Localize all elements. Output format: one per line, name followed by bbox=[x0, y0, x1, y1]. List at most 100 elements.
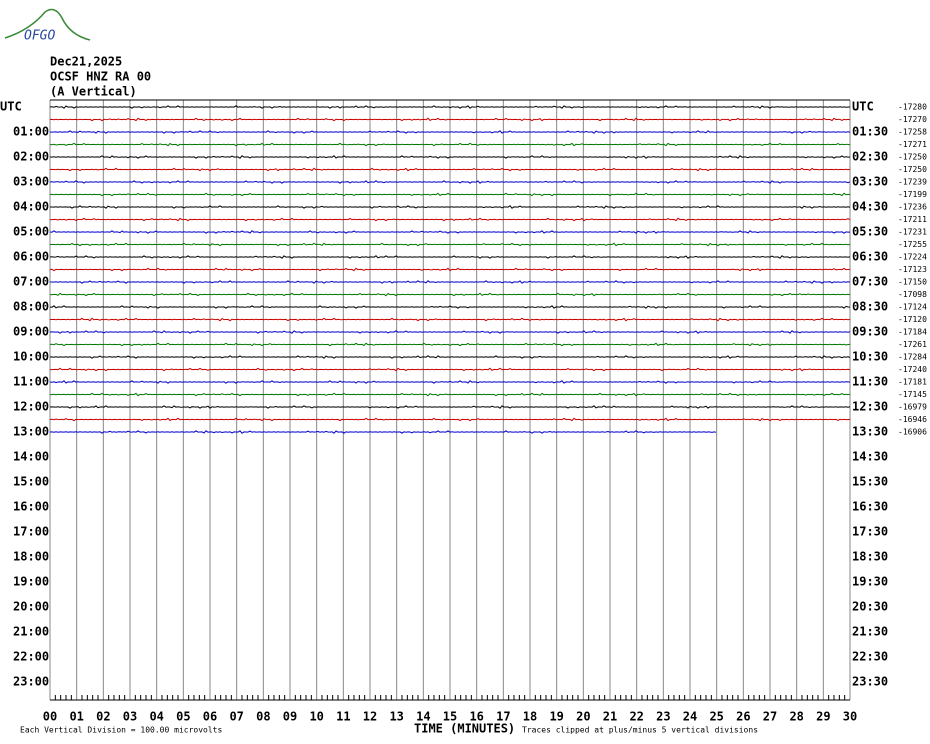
scale-note: Each Vertical Division = 100.00 microvol… bbox=[20, 726, 222, 735]
left-hour-label: UTC bbox=[0, 100, 22, 114]
left-hour-label: 08:00 bbox=[13, 300, 49, 314]
right-hour-label: 10:30 bbox=[852, 350, 888, 364]
right-hour-label: 13:30 bbox=[852, 425, 888, 439]
x-tick-label: 25 bbox=[709, 710, 723, 724]
left-hour-label: 09:00 bbox=[13, 325, 49, 339]
clip-note: Traces clipped at plus/minus 5 vertical … bbox=[522, 726, 758, 735]
x-tick-label: 23 bbox=[656, 710, 670, 724]
left-hour-label: 10:00 bbox=[13, 350, 49, 364]
right-hour-label: 19:30 bbox=[852, 575, 888, 589]
x-tick-label: 16 bbox=[469, 710, 483, 724]
trace bbox=[49, 267, 851, 272]
trace bbox=[49, 142, 851, 147]
left-hour-label: 03:00 bbox=[13, 175, 49, 189]
trace bbox=[49, 117, 851, 122]
right-hour-label: 05:30 bbox=[852, 225, 888, 239]
right-hour-label: 18:30 bbox=[852, 550, 888, 564]
x-tick-label: 00 bbox=[43, 710, 57, 724]
trace bbox=[49, 430, 717, 434]
x-tick-label: 15 bbox=[443, 710, 457, 724]
x-tick-label: 07 bbox=[229, 710, 243, 724]
left-hour-label: 04:00 bbox=[13, 200, 49, 214]
x-tick-label: 19 bbox=[549, 710, 563, 724]
right-hour-label: 12:30 bbox=[852, 400, 888, 414]
left-hour-label: 07:00 bbox=[13, 275, 49, 289]
x-tick-label: 05 bbox=[176, 710, 190, 724]
right-hour-label: 01:30 bbox=[852, 125, 888, 139]
trace bbox=[49, 155, 851, 159]
x-tick-label: 18 bbox=[523, 710, 537, 724]
trace-offset: -17250 bbox=[898, 165, 927, 174]
x-tick-label: 27 bbox=[763, 710, 777, 724]
right-hour-label: 14:30 bbox=[852, 450, 888, 464]
date: Dec21,2025 bbox=[50, 55, 122, 69]
logo: OFGO bbox=[24, 29, 55, 44]
right-hour-label: 21:30 bbox=[852, 625, 888, 639]
trace-offset: -17098 bbox=[898, 290, 927, 299]
x-tick-label: 22 bbox=[629, 710, 643, 724]
left-hour-label: 06:00 bbox=[13, 250, 49, 264]
trace-offset: -17123 bbox=[898, 265, 927, 274]
right-hour-label: 02:30 bbox=[852, 150, 888, 164]
trace-offset: -16979 bbox=[898, 403, 927, 412]
component: (A Vertical) bbox=[50, 85, 137, 99]
trace-offset: -16946 bbox=[898, 415, 927, 424]
trace-offset: -17231 bbox=[898, 228, 927, 237]
left-hour-label: 16:00 bbox=[13, 500, 49, 514]
trace-offset: -17250 bbox=[898, 153, 927, 162]
x-tick-label: 02 bbox=[96, 710, 110, 724]
x-tick-label: 09 bbox=[283, 710, 297, 724]
right-hour-label: 09:30 bbox=[852, 325, 888, 339]
left-hour-label: 14:00 bbox=[13, 450, 49, 464]
x-tick-label: 03 bbox=[123, 710, 137, 724]
left-hour-label: 11:00 bbox=[13, 375, 49, 389]
trace bbox=[49, 292, 851, 297]
x-tick-label: 21 bbox=[603, 710, 617, 724]
trace-offset: -17239 bbox=[898, 178, 927, 187]
trace-offset: -17124 bbox=[898, 303, 927, 312]
trace bbox=[49, 417, 851, 422]
trace bbox=[49, 405, 851, 409]
left-hour-label: 21:00 bbox=[13, 625, 49, 639]
left-hour-label: 13:00 bbox=[13, 425, 49, 439]
x-tick-label: 06 bbox=[203, 710, 217, 724]
trace bbox=[49, 342, 851, 347]
right-hour-label: 22:30 bbox=[852, 650, 888, 664]
trace-offset: -17181 bbox=[898, 378, 927, 387]
trace bbox=[49, 105, 851, 109]
trace bbox=[49, 355, 851, 359]
right-hour-label: 03:30 bbox=[852, 175, 888, 189]
x-tick-label: 24 bbox=[683, 710, 697, 724]
x-tick-label: 13 bbox=[389, 710, 403, 724]
trace bbox=[50, 242, 851, 247]
trace-offset: -17270 bbox=[898, 115, 927, 124]
trace-offset: -17271 bbox=[898, 140, 927, 149]
x-tick-label: 30 bbox=[843, 710, 857, 724]
trace-offset: -17255 bbox=[898, 240, 927, 249]
left-hour-label: 05:00 bbox=[13, 225, 49, 239]
right-hour-label: 23:30 bbox=[852, 675, 888, 689]
left-hour-label: 17:00 bbox=[13, 525, 49, 539]
left-hour-label: 19:00 bbox=[13, 575, 49, 589]
trace bbox=[49, 130, 851, 134]
trace bbox=[50, 205, 851, 209]
right-hour-label: 08:30 bbox=[852, 300, 888, 314]
trace bbox=[50, 280, 851, 284]
trace-offset: -17120 bbox=[898, 315, 927, 324]
trace-offset: -17224 bbox=[898, 253, 927, 262]
x-tick-label: 26 bbox=[736, 710, 750, 724]
left-hour-label: 12:00 bbox=[13, 400, 49, 414]
trace bbox=[49, 392, 851, 397]
x-tick-label: 01 bbox=[69, 710, 83, 724]
x-tick-label: 29 bbox=[816, 710, 830, 724]
trace-offset: -17258 bbox=[898, 128, 927, 137]
trace bbox=[49, 367, 851, 372]
logo-mark bbox=[4, 8, 91, 41]
trace bbox=[49, 217, 851, 222]
trace bbox=[49, 230, 850, 234]
x-title: TIME (MINUTES) bbox=[414, 722, 515, 736]
trace bbox=[49, 305, 851, 309]
trace-offset: -17240 bbox=[898, 365, 927, 374]
right-hour-label: 07:30 bbox=[852, 275, 888, 289]
